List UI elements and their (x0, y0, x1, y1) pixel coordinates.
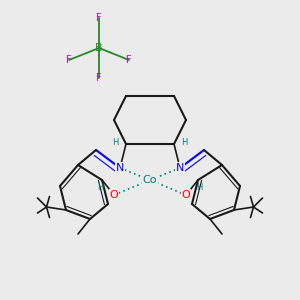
Text: N: N (176, 163, 184, 173)
Text: O: O (182, 190, 190, 200)
Text: H: H (97, 183, 104, 192)
Text: N: N (116, 163, 124, 173)
Text: O: O (110, 190, 118, 200)
Text: H: H (196, 183, 203, 192)
Text: F: F (96, 13, 102, 23)
Text: H: H (112, 138, 119, 147)
Text: Co: Co (143, 175, 157, 185)
Text: F: F (96, 73, 102, 83)
Text: B: B (95, 43, 103, 53)
Text: F: F (66, 55, 72, 65)
Text: H: H (182, 138, 188, 147)
Text: F: F (126, 55, 132, 65)
